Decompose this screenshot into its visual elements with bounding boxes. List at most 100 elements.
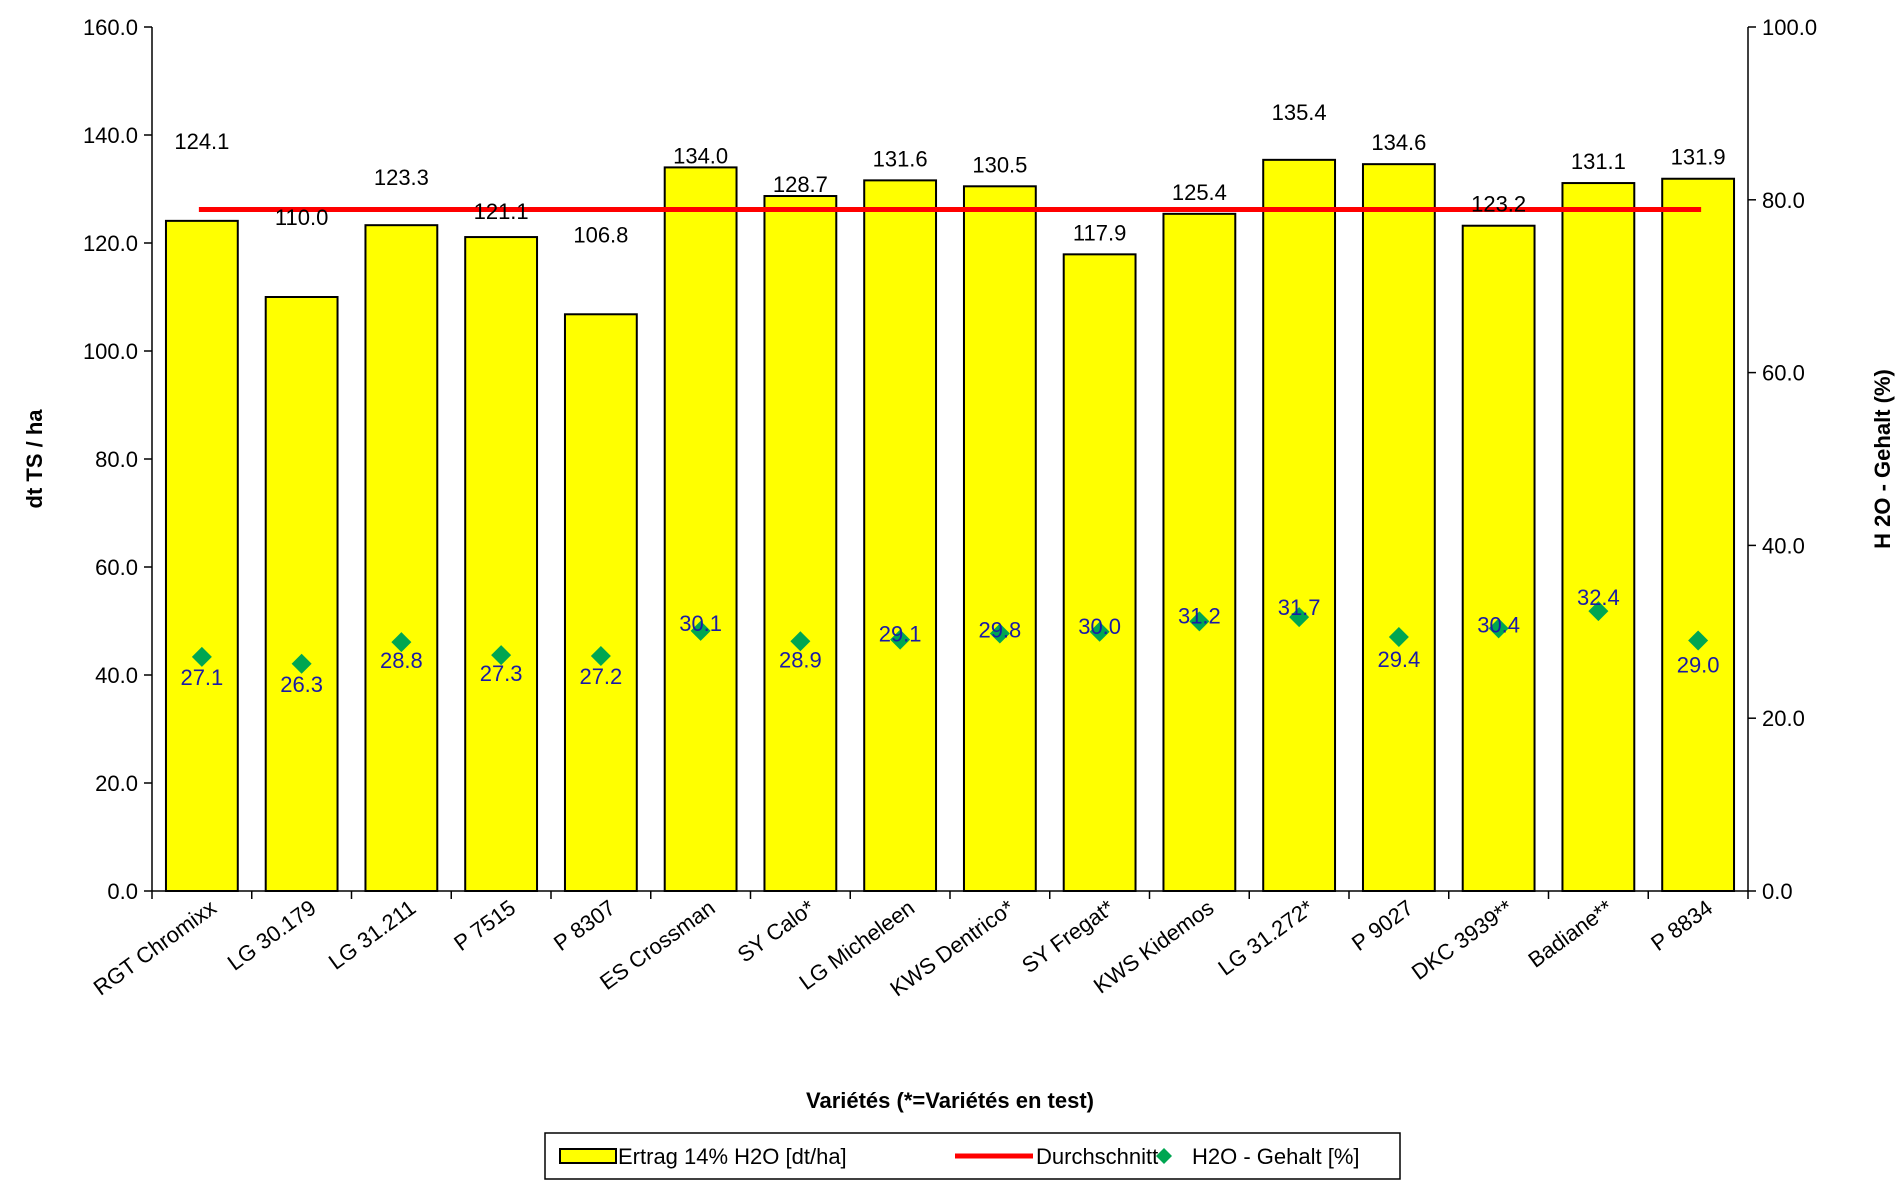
legend-label-average: Durchschnitt [1036,1144,1158,1169]
bar-value-label-9: 130.5 [972,152,1027,177]
y2-tick-label-5: 100.0 [1762,15,1817,40]
h2o-value-label-5: 27.2 [579,664,622,689]
bar-value-label-8: 131.6 [873,146,928,171]
bar-value-label-10: 117.9 [1073,220,1126,245]
x-category-label-16: P 8834 [1646,895,1717,956]
legend-bar-swatch [559,1148,617,1164]
h2o-marker-5 [590,645,611,666]
bar-value-label-11: 125.4 [1172,180,1227,205]
bar-value-label-13: 134.6 [1371,130,1426,155]
h2o-marker-15 [1588,601,1609,622]
legend-label-yield: Ertrag 14% H2O [dt/ha] [618,1144,847,1169]
bar-9 [962,185,1037,893]
y-tick-label-5: 100.0 [83,339,138,364]
h2o-value-label-2: 26.3 [280,672,323,697]
legend-label-h2o: H2O - Gehalt [%] [1192,1144,1360,1169]
x-category-label-3: LG 31.211 [324,895,421,975]
x-axis-title: Variétés (*=Variétés en test) [806,1088,1094,1113]
h2o-marker-12 [1289,607,1310,628]
h2o-value-label-7: 28.9 [779,647,822,672]
labels-layer: 0.0 20.0 40.0 60.0 80.0 100.0 120.0 140.0 160.0 0… [83,15,1817,1001]
h2o-value-label-4: 27.3 [480,661,523,686]
x-category-label-13: P 9027 [1347,895,1418,956]
x-category-label-12: LG 31.272* [1213,895,1318,981]
h2o-value-label-6: 30.1 [679,611,722,636]
bar-7 [763,195,838,892]
x-category-label-10: SY Fregat* [1017,895,1119,978]
x-category-label-5: P 8307 [549,895,620,956]
bar-16 [1661,177,1736,893]
h2o-marker-4 [491,645,512,666]
y-tick-label-7: 140.0 [83,123,138,148]
bar-5 [563,313,638,892]
bar-value-label-7: 128.7 [773,172,828,197]
h2o-value-label-10: 30.0 [1078,614,1121,639]
x-category-label-1: RGT Chromixx [89,895,221,1000]
h2o-marker-9 [989,623,1010,644]
y-axis-title: dt TS / ha [22,409,47,509]
h2o-marker-7 [790,631,811,652]
bar-8 [863,179,938,893]
h2o-value-label-16: 29.0 [1677,652,1720,677]
h2o-marker-6 [690,620,711,641]
h2o-value-label-12: 31.7 [1278,595,1321,620]
y-tick-label-1: 20.0 [95,771,138,796]
bar-value-label-5: 106.8 [573,222,628,247]
h2o-marker-16 [1688,630,1709,651]
h2o-marker-13 [1388,626,1409,647]
y-tick-label-0: 0.0 [107,879,138,904]
bar-1 [164,219,239,893]
h2o-markers-layer [191,601,1709,674]
y2-tick-label-0: 0.0 [1762,879,1793,904]
h2o-marker-1 [191,646,212,667]
bar-10 [1062,253,1137,892]
bars-layer [164,158,1736,893]
y2-tick-label-3: 60.0 [1762,361,1805,386]
y2-tick-label-1: 20.0 [1762,706,1805,731]
x-category-label-2: LG 30.179 [223,895,321,976]
h2o-marker-10 [1089,621,1110,642]
bar-6 [663,166,738,892]
h2o-value-label-3: 28.8 [380,648,423,673]
h2o-marker-14 [1488,618,1509,639]
h2o-value-label-9: 29.8 [978,618,1021,643]
h2o-value-label-13: 29.4 [1377,647,1420,672]
bar-value-label-3: 123.3 [374,165,429,190]
axes-layer [144,26,1756,899]
bar-value-label-2: 110.0 [275,205,328,230]
bar-11 [1162,212,1237,892]
bar-value-label-1: 124.1 [174,129,229,154]
y-tick-label-3: 60.0 [95,555,138,580]
y2-tick-label-2: 40.0 [1762,533,1805,558]
x-category-label-14: DKC 3939** [1407,895,1518,985]
y-tick-label-2: 40.0 [95,663,138,688]
x-category-label-15: Badiane** [1523,895,1617,973]
bar-4 [464,236,539,892]
bar-value-label-12: 135.4 [1272,100,1327,125]
bar-13 [1361,163,1436,893]
bar-value-label-15: 131.1 [1571,149,1626,174]
y-tick-label-4: 80.0 [95,447,138,472]
y-tick-label-8: 160.0 [83,15,138,40]
bar-value-label-6: 134.0 [673,143,728,168]
bar-12 [1262,158,1337,892]
y2-tick-label-4: 80.0 [1762,188,1805,213]
x-category-label-7: SY Calo* [733,895,820,968]
h2o-value-label-14: 30.4 [1477,612,1520,637]
y-tick-label-6: 120.0 [83,231,138,256]
legend-marker-swatch [1156,1148,1172,1164]
h2o-marker-8 [890,629,911,650]
h2o-marker-2 [291,653,312,674]
h2o-value-label-11: 31.2 [1178,603,1221,628]
bar-value-label-4: 121.1 [474,199,529,224]
bar-value-label-16: 131.9 [1671,145,1726,170]
bar-14 [1461,224,1536,893]
h2o-marker-3 [391,632,412,653]
h2o-value-label-1: 27.1 [180,665,223,690]
x-category-label-4: P 7515 [449,895,520,956]
bar-15 [1561,182,1636,892]
bar-3 [364,224,439,892]
bar-2 [264,296,339,892]
y2-axis-title: H 2O - Gehalt (%) [1870,369,1895,549]
